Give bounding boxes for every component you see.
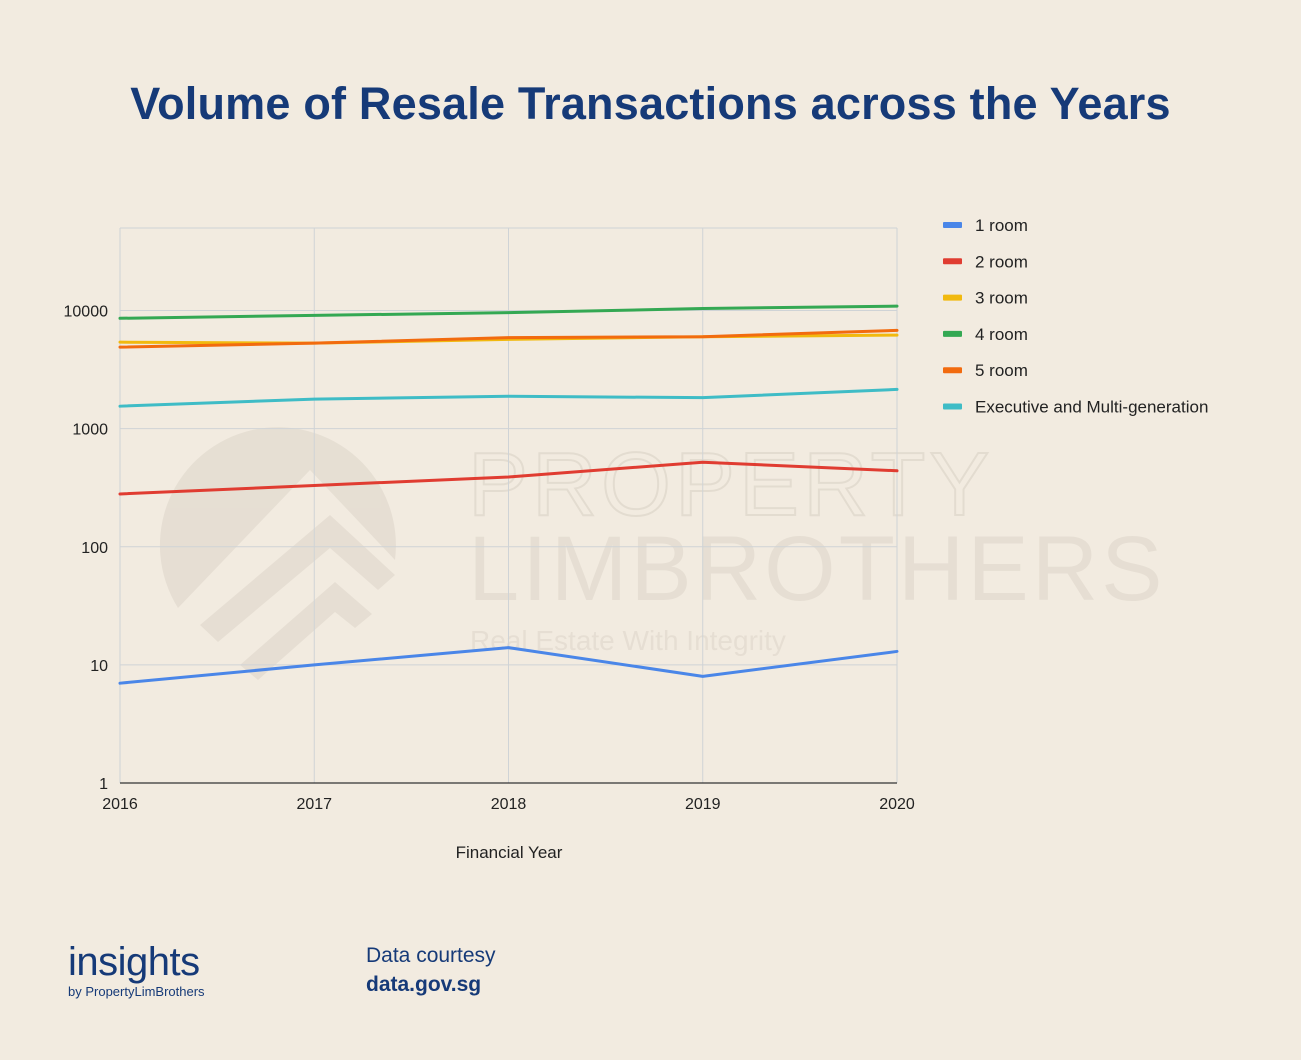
courtesy-source: data.gov.sg	[366, 973, 482, 996]
x-axis-label: Financial Year	[456, 843, 563, 862]
series-line-2-room	[118, 460, 899, 496]
chart-legend: 1 room 2 room 3 room 4 room 5 room Executive …	[943, 216, 1208, 417]
series-line-1-room	[118, 646, 899, 685]
legend-swatch-2-room	[943, 258, 962, 265]
y-tick-label: 1	[99, 776, 108, 793]
y-tick-label: 10	[90, 658, 108, 675]
chart-series	[118, 304, 899, 685]
series-line-4-room	[118, 304, 899, 320]
x-tick-label: 2019	[685, 796, 721, 813]
legend-swatch-1-room	[943, 222, 962, 228]
y-tick-label: 100	[81, 540, 108, 557]
x-tick-label: 2016	[102, 796, 138, 813]
legend-label-2-room: 2 room	[975, 252, 1028, 271]
brand-logo: insights by PropertyLimBrothers	[68, 940, 205, 999]
watermark-line1: PROPERTY	[468, 435, 993, 535]
y-tick-label: 10000	[64, 304, 109, 321]
legend-label-executive-and-multi-generation: Executive and Multi-generation	[975, 398, 1208, 417]
legend-label-1-room: 1 room	[975, 216, 1028, 235]
data-courtesy: Data courtesy data.gov.sg	[366, 942, 496, 1000]
x-tick-label: 2018	[491, 796, 527, 813]
x-tick-label: 2017	[296, 796, 332, 813]
watermark-logo-icon	[159, 427, 396, 608]
series-line-executive-and-multi-generation	[118, 387, 899, 408]
legend-label-3-room: 3 room	[975, 289, 1028, 308]
legend-label-4-room: 4 room	[975, 325, 1028, 344]
legend-swatch-3-room	[943, 294, 962, 301]
logo-sub: by PropertyLimBrothers	[68, 984, 205, 999]
chart-title: Volume of Resale Transactions across the…	[130, 78, 1171, 129]
chart-axis-labels: 1 10 100 1000 10000 2016 2017 2018 2019 2020	[64, 304, 915, 813]
x-tick-label: 2020	[879, 796, 915, 813]
legend-swatch-executive-and-multi-generation	[943, 403, 962, 410]
series-line-3-room	[118, 333, 899, 345]
legend-swatch-4-room	[943, 330, 962, 337]
watermark-tagline: Real Estate With Integrity	[470, 625, 786, 656]
courtesy-label: Data courtesy	[366, 944, 496, 967]
legend-label-5-room: 5 room	[975, 361, 1028, 380]
legend-swatch-5-room	[943, 367, 962, 374]
watermark-line2: LIMBROTHERS	[468, 518, 1166, 620]
watermark-chevron-2	[240, 582, 372, 680]
chart-grid	[119, 227, 898, 784]
y-tick-label: 1000	[72, 422, 108, 439]
logo-word: insights	[68, 940, 200, 984]
series-line-5-room	[118, 328, 899, 349]
